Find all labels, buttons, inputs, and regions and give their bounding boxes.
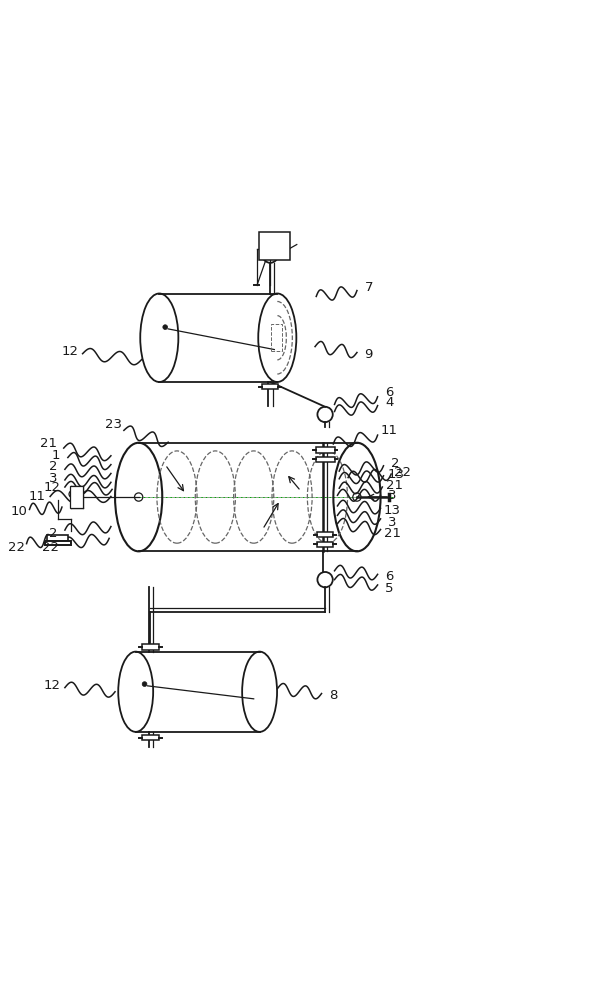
Bar xyxy=(271,324,282,351)
Bar xyxy=(45,541,71,545)
Bar xyxy=(317,542,333,547)
Text: 22: 22 xyxy=(8,541,25,554)
Bar xyxy=(316,447,335,453)
Text: 9: 9 xyxy=(365,348,373,361)
Text: 11: 11 xyxy=(29,490,45,503)
Text: 8: 8 xyxy=(329,689,337,702)
Text: 7: 7 xyxy=(365,281,373,294)
Text: 13: 13 xyxy=(388,468,405,481)
Bar xyxy=(316,457,335,462)
Text: 12: 12 xyxy=(61,345,78,358)
Text: 6: 6 xyxy=(385,386,394,399)
Text: 10: 10 xyxy=(11,505,28,518)
FancyBboxPatch shape xyxy=(259,232,290,260)
Text: 21: 21 xyxy=(386,479,402,492)
Text: 3: 3 xyxy=(49,472,57,485)
Bar xyxy=(70,486,83,508)
Text: 13: 13 xyxy=(384,504,401,517)
Text: 21: 21 xyxy=(41,437,57,450)
Text: 22: 22 xyxy=(395,466,411,479)
Text: 11: 11 xyxy=(381,424,398,437)
Bar xyxy=(262,384,278,389)
Text: 12: 12 xyxy=(44,481,60,494)
Text: 5: 5 xyxy=(385,582,394,595)
Text: 12: 12 xyxy=(44,679,60,692)
Text: 23: 23 xyxy=(105,418,122,431)
Bar xyxy=(142,644,159,650)
Text: 2: 2 xyxy=(391,457,399,470)
Circle shape xyxy=(163,325,168,329)
Text: 4: 4 xyxy=(385,396,394,409)
Text: 21: 21 xyxy=(384,527,401,540)
Bar xyxy=(142,735,159,740)
Bar xyxy=(47,535,68,541)
Text: 22: 22 xyxy=(42,541,58,554)
Text: 1: 1 xyxy=(52,449,60,462)
Circle shape xyxy=(142,682,147,686)
Text: 6: 6 xyxy=(385,570,394,583)
Text: 2: 2 xyxy=(49,527,57,540)
Text: 3: 3 xyxy=(388,516,396,529)
Text: 2: 2 xyxy=(49,460,57,473)
Text: 3: 3 xyxy=(388,489,396,502)
Bar xyxy=(317,532,333,537)
